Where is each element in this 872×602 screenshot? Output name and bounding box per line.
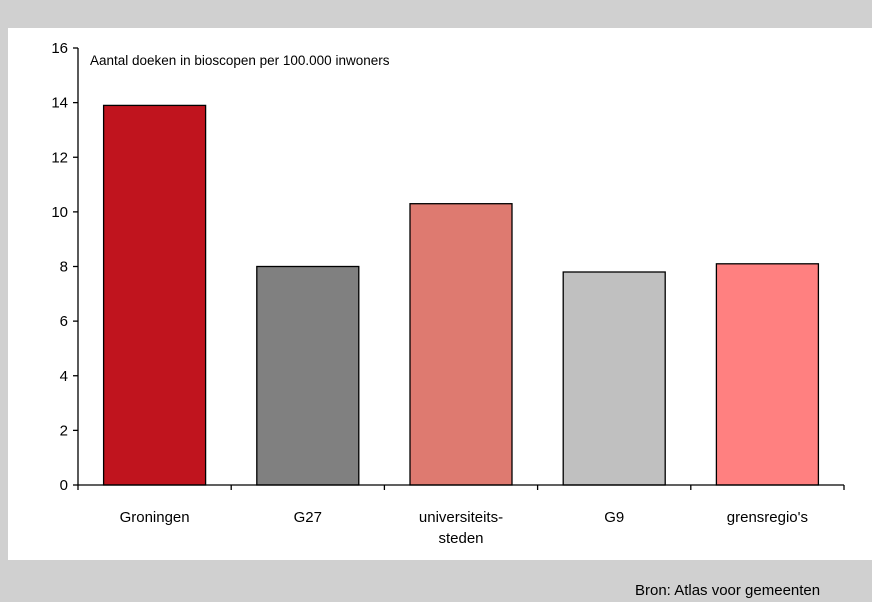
bar-1	[257, 267, 359, 486]
bar-0	[104, 105, 206, 485]
chart-panel: 0 2 4 6 8 10 12 14 16 Groningen G27 universiteits-s…	[8, 28, 872, 560]
source-note: Bron: Atlas voor gemeenten	[635, 582, 820, 599]
y-tick-label: 0	[60, 477, 68, 494]
y-tick-label: 12	[51, 149, 68, 166]
bar-2	[410, 204, 512, 485]
y-tick-label: 14	[51, 95, 68, 112]
bars-group	[104, 105, 819, 485]
y-tick-label: 4	[60, 368, 68, 385]
x-tick-label: grensregio's	[727, 509, 808, 526]
bar-chart: 0 2 4 6 8 10 12 14 16 Groningen G27 universiteits-s…	[8, 28, 872, 560]
y-tick-label: 2	[60, 422, 68, 439]
x-tick-label: G9	[604, 509, 624, 526]
chart-title: Aantal doeken in bioscopen per 100.000 i…	[90, 53, 390, 68]
y-tick-label: 6	[60, 313, 68, 330]
x-tick-label: G27	[294, 509, 322, 526]
bar-4	[716, 264, 818, 485]
x-tick-label: Groningen	[120, 509, 190, 526]
bar-3	[563, 272, 665, 485]
y-tick-label: 8	[60, 259, 68, 276]
y-tick-label: 16	[51, 40, 68, 57]
y-tick-label: 10	[51, 204, 68, 221]
x-tick-label: universiteits-steden	[419, 509, 503, 547]
